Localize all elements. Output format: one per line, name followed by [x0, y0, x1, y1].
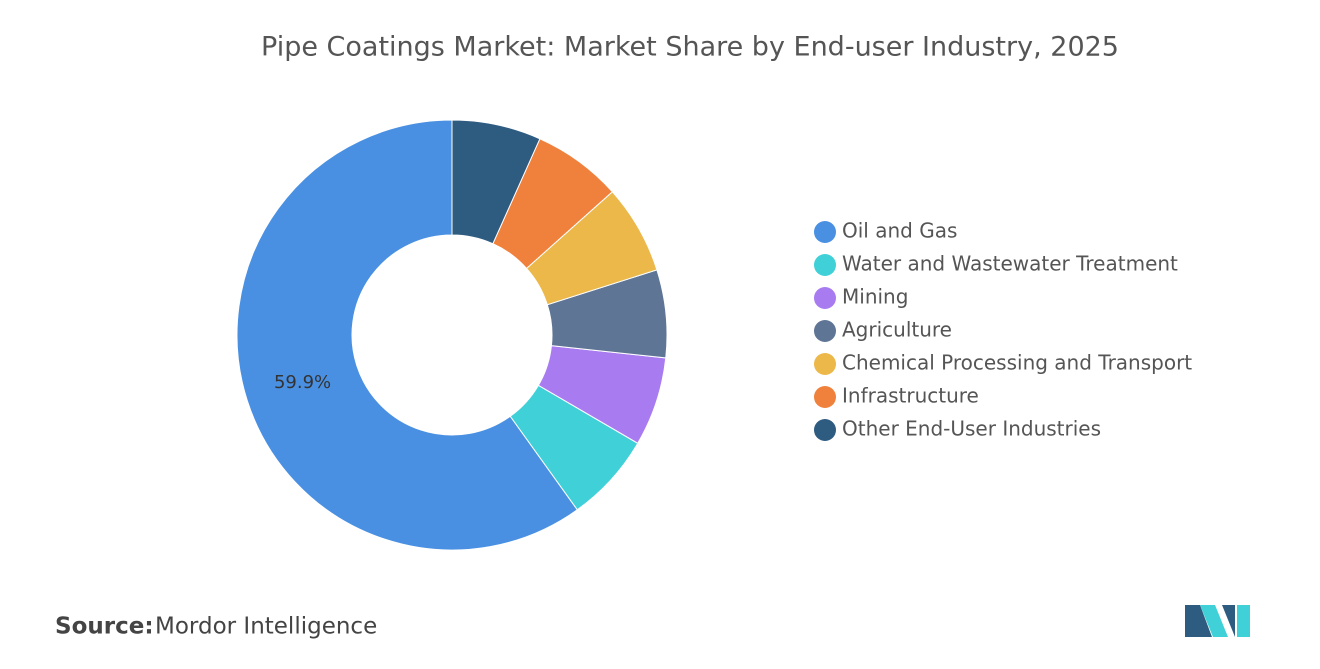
legend-label: Mining	[842, 285, 908, 309]
source-text: Mordor Intelligence	[155, 614, 377, 640]
legend-swatch	[814, 320, 836, 342]
legend-label: Oil and Gas	[842, 219, 957, 243]
chart-title: Pipe Coatings Market: Market Share by En…	[261, 32, 1119, 63]
source-label: Source:	[55, 614, 154, 640]
legend-label: Water and Wastewater Treatment	[842, 252, 1178, 276]
legend-swatch	[814, 287, 836, 309]
legend-label: Chemical Processing and Transport	[842, 351, 1192, 375]
donut: 59.9%	[236, 119, 668, 551]
legend-swatch	[814, 254, 836, 276]
legend-swatch	[814, 419, 836, 441]
logo	[1185, 605, 1250, 637]
legend-label: Agriculture	[842, 318, 952, 342]
legend: Oil and Gas Water and Wastewater Treatmen…	[814, 219, 1192, 441]
slice	[451, 119, 541, 245]
legend-swatch	[814, 221, 836, 243]
value-label: 59.9%	[274, 372, 331, 393]
legend-swatch	[814, 386, 836, 408]
legend-swatch	[814, 353, 836, 375]
slice	[236, 119, 578, 551]
legend-label: Infrastructure	[842, 384, 979, 408]
legend-label: Other End-User Industries	[842, 417, 1101, 441]
